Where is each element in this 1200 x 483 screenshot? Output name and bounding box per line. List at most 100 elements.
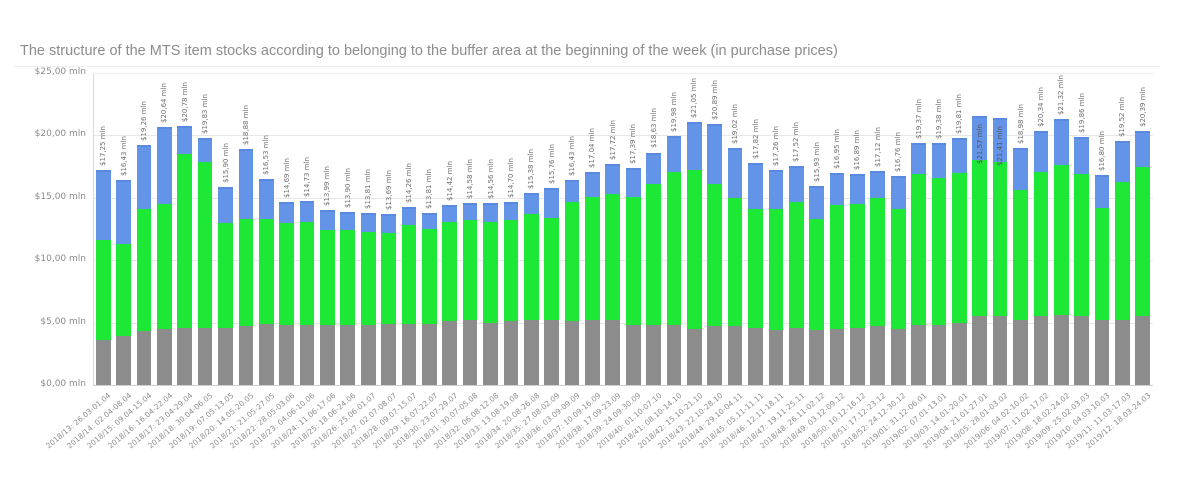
stacked-bar[interactable]	[1033, 131, 1049, 385]
stacked-bar[interactable]	[625, 167, 641, 385]
stacked-bar[interactable]	[157, 127, 172, 385]
stacked-bar[interactable]	[299, 201, 315, 385]
stacked-bar[interactable]	[279, 201, 294, 385]
stacked-bar[interactable]	[605, 163, 621, 385]
stacked-bar[interactable]	[687, 122, 702, 385]
stacked-bar[interactable]	[707, 124, 723, 385]
segment-gray	[177, 327, 193, 385]
segment-blue	[1074, 137, 1089, 175]
bar-value-label: $17,39 mln	[629, 124, 638, 164]
segment-gray	[299, 325, 315, 385]
stacked-bar[interactable]	[544, 188, 559, 385]
segment-blue	[523, 193, 539, 215]
segment-green	[585, 196, 600, 321]
segment-gray	[605, 320, 621, 385]
segment-green	[523, 214, 539, 321]
stacked-bar[interactable]	[829, 173, 845, 385]
bar-value-label: $16,76 mln	[894, 131, 903, 172]
segment-gray	[1135, 316, 1151, 385]
stacked-bar[interactable]	[727, 147, 743, 385]
bar-value-label: $14,58 mln	[466, 159, 475, 200]
stacked-bar[interactable]	[911, 143, 926, 385]
bar-value-label: $18,63 mln	[649, 108, 658, 149]
stacked-bar[interactable]	[992, 117, 1008, 385]
stacked-bar[interactable]	[360, 212, 376, 385]
segment-green	[360, 231, 376, 326]
bar-value-label: $14,69 mln	[282, 157, 291, 198]
segment-blue	[1094, 175, 1110, 208]
bar-value-label: $17,25 mln	[99, 125, 108, 166]
segment-green	[829, 205, 845, 329]
stacked-bar[interactable]	[116, 179, 131, 385]
stacked-bar[interactable]	[95, 169, 111, 385]
stacked-bar[interactable]	[218, 186, 233, 385]
y-tick-label: $25,00 mln	[34, 67, 86, 77]
stacked-bar[interactable]	[1053, 118, 1069, 385]
segment-green	[1135, 166, 1151, 317]
segment-blue	[1135, 130, 1151, 167]
bar-value-label: $19,83 mln	[201, 93, 210, 134]
segment-gray	[218, 327, 233, 385]
stacked-bar[interactable]	[1115, 141, 1130, 385]
segment-gray	[1094, 320, 1110, 385]
stacked-bar[interactable]	[748, 162, 763, 385]
segment-blue	[952, 137, 967, 173]
bar-value-label: $19,38 mln	[934, 99, 943, 140]
stacked-bar[interactable]	[483, 203, 498, 385]
stacked-bar[interactable]	[136, 144, 152, 385]
segment-blue	[422, 212, 437, 229]
stacked-bar[interactable]	[197, 137, 213, 385]
segment-blue	[340, 211, 356, 231]
segment-gray	[890, 328, 906, 385]
stacked-bar[interactable]	[401, 207, 417, 385]
stacked-bar[interactable]	[442, 205, 458, 385]
segment-blue	[564, 179, 580, 202]
stacked-bar[interactable]	[564, 179, 580, 385]
bar-value-label: $21,57 mln	[975, 123, 984, 164]
stacked-bar[interactable]	[462, 203, 478, 385]
bar-value-label: $17,26 mln	[771, 125, 780, 166]
stacked-bar[interactable]	[646, 152, 661, 385]
gridline	[93, 322, 1153, 324]
stacked-bar[interactable]	[809, 186, 824, 385]
stacked-bar[interactable]	[422, 212, 437, 385]
segment-gray	[707, 326, 723, 385]
segment-green	[605, 194, 621, 321]
segment-gray	[809, 330, 824, 385]
segment-gray	[544, 320, 559, 385]
bar-value-label: $21,32 mln	[1057, 75, 1066, 115]
stacked-bar[interactable]	[320, 210, 335, 385]
segment-green	[992, 161, 1008, 317]
bar-value-label: $19,86 mln	[1077, 93, 1086, 134]
segment-green	[1033, 171, 1049, 317]
stacked-bar[interactable]	[177, 125, 193, 385]
stacked-bar[interactable]	[238, 149, 254, 385]
segment-gray	[258, 323, 274, 385]
segment-blue	[727, 147, 743, 198]
stacked-bar[interactable]	[381, 214, 396, 385]
stacked-bar[interactable]	[850, 174, 865, 385]
stacked-bar[interactable]	[503, 201, 519, 385]
segment-gray	[748, 327, 763, 385]
stacked-bar[interactable]	[258, 178, 274, 385]
stacked-bar[interactable]	[1135, 130, 1151, 385]
segment-blue	[788, 166, 804, 202]
stacked-bar[interactable]	[931, 143, 947, 385]
stacked-bar[interactable]	[523, 193, 539, 385]
stacked-bar[interactable]	[340, 211, 356, 385]
stacked-bar[interactable]	[768, 169, 784, 385]
segment-gray	[279, 325, 294, 385]
stacked-bar[interactable]	[788, 166, 804, 385]
stacked-bar[interactable]	[585, 172, 600, 385]
stacked-bar[interactable]	[1094, 175, 1110, 385]
stacked-bar[interactable]	[890, 175, 906, 385]
stacked-bar[interactable]	[972, 115, 988, 385]
stacked-bar[interactable]	[870, 171, 886, 385]
segment-blue	[462, 203, 478, 221]
stacked-bar[interactable]	[1074, 137, 1089, 385]
bar-value-label: $20,34 mln	[1036, 87, 1045, 128]
chart-title: The structure of the MTS item stocks acc…	[20, 43, 838, 59]
stacked-bar[interactable]	[666, 135, 682, 385]
stacked-bar[interactable]	[952, 137, 967, 385]
stacked-bar[interactable]	[1013, 148, 1028, 385]
